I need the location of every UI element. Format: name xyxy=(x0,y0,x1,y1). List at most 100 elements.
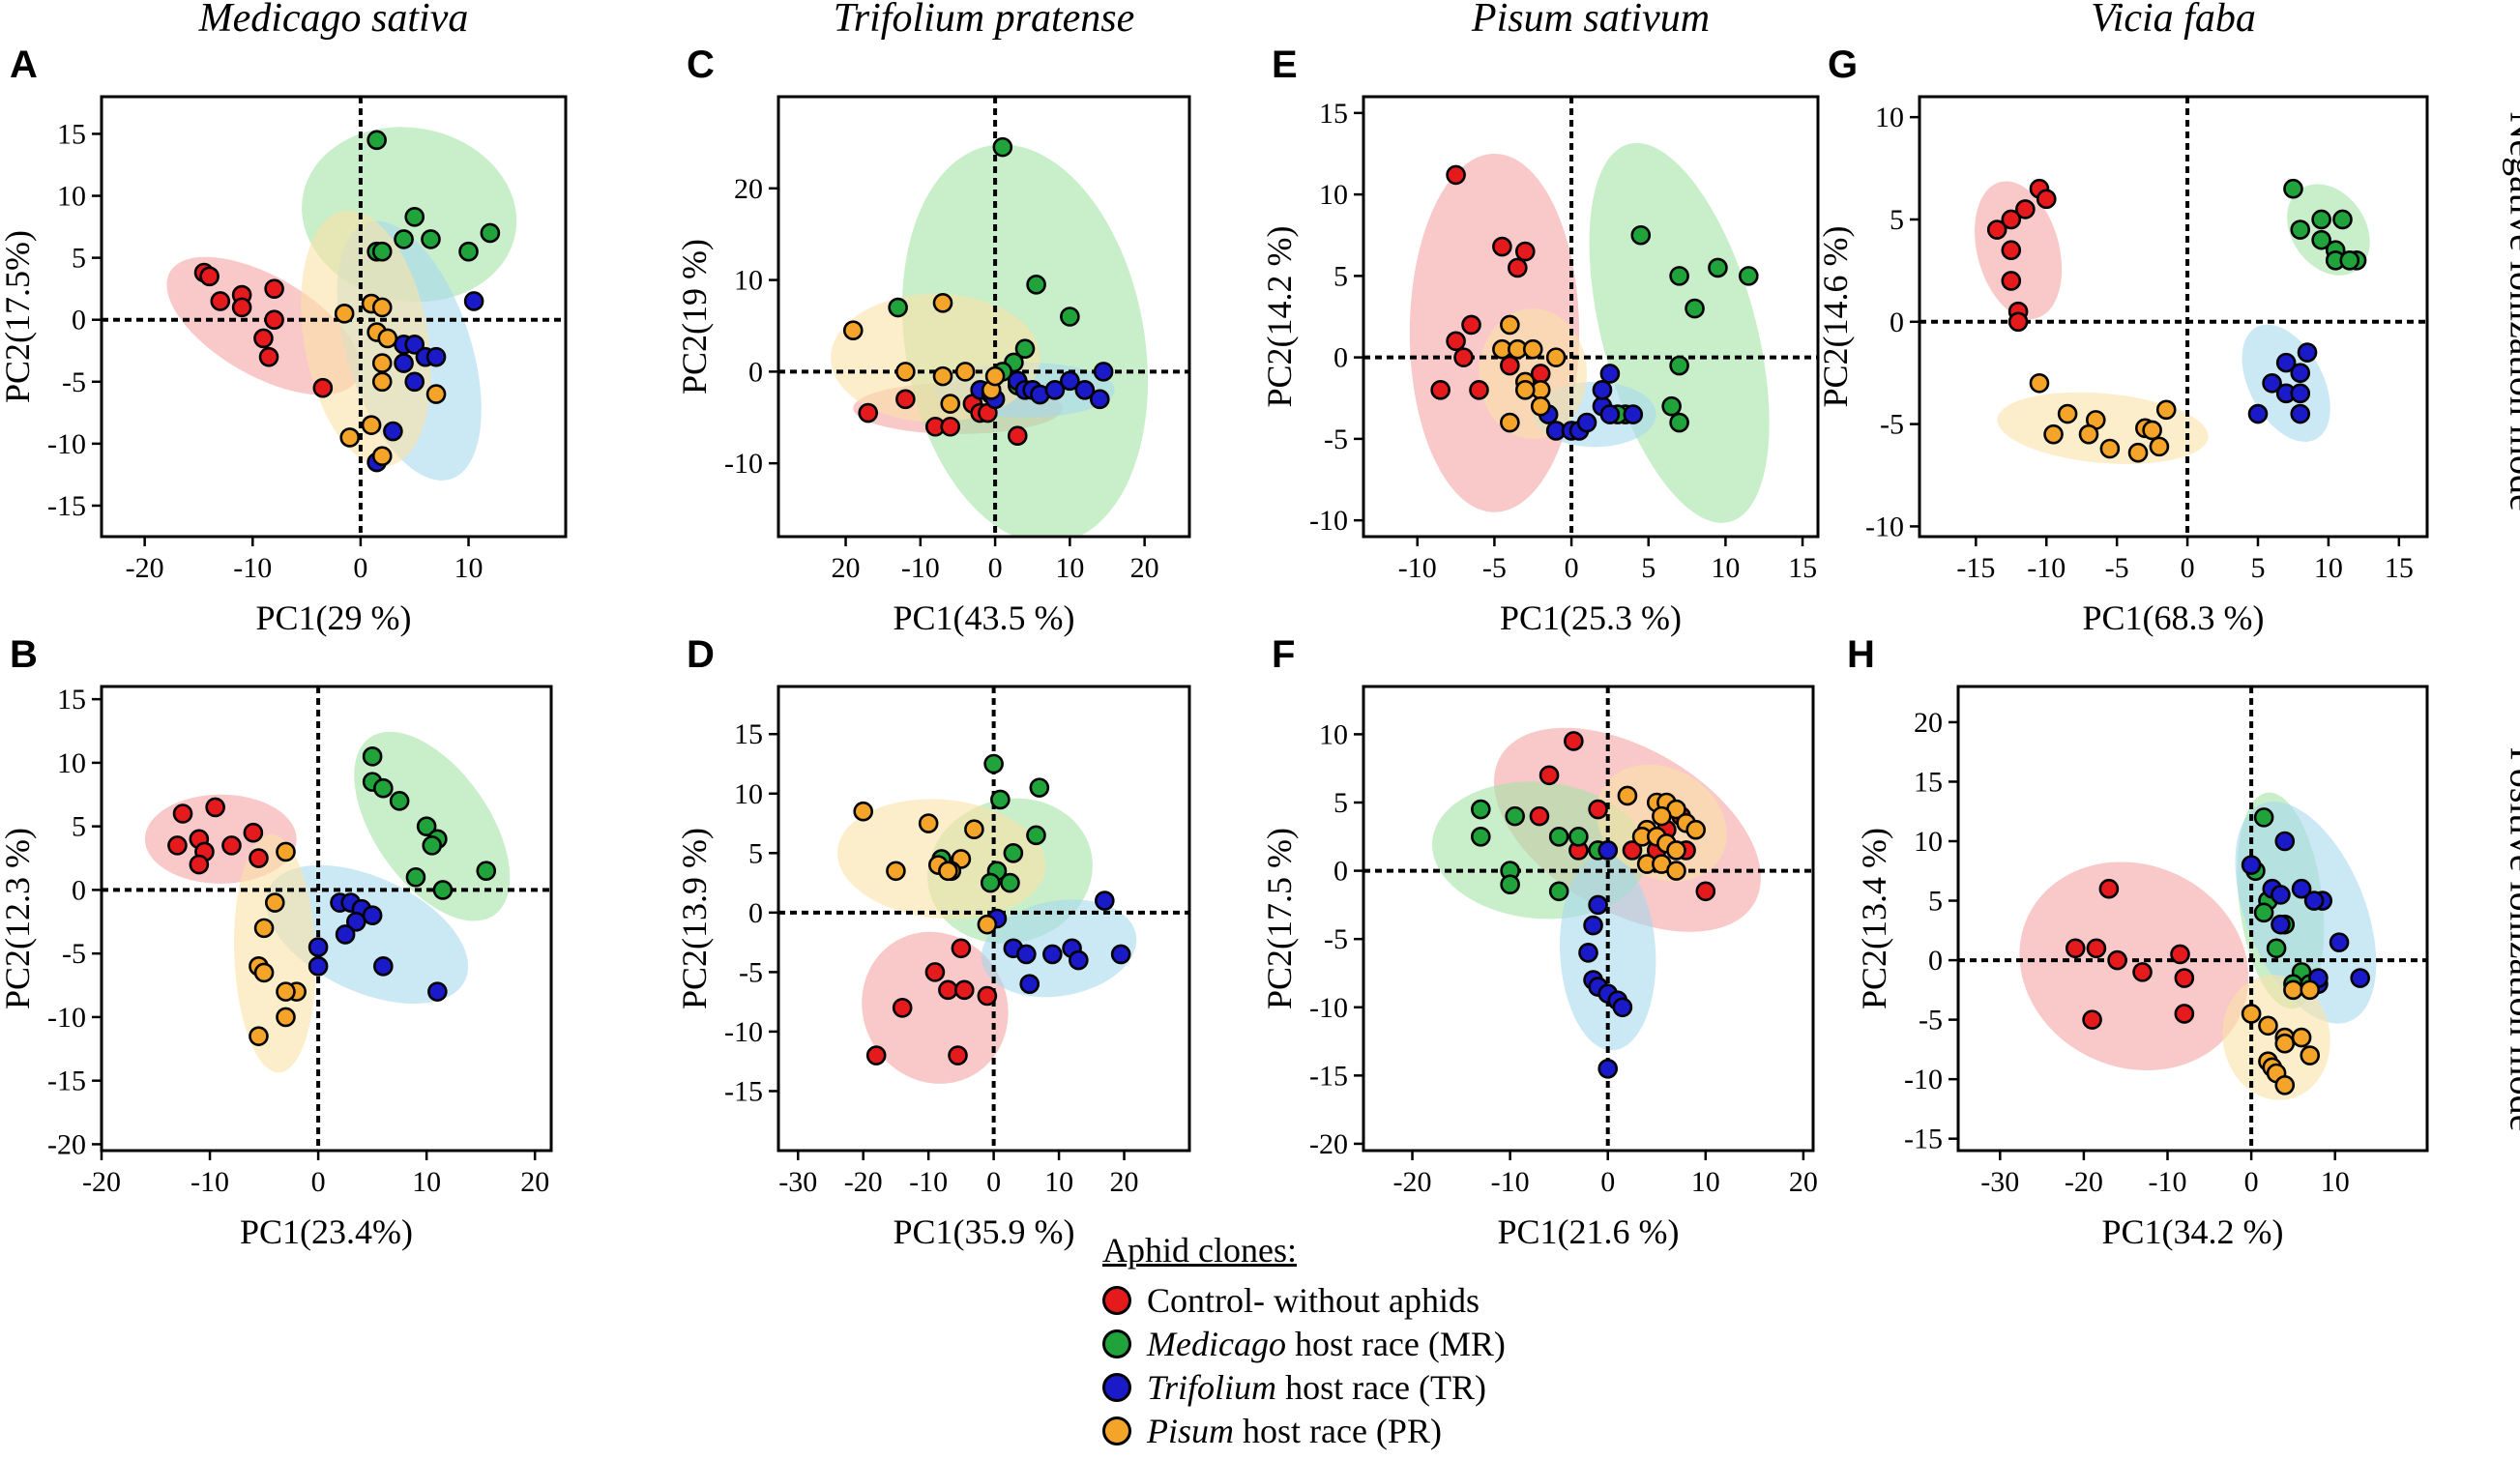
point-control xyxy=(264,309,284,331)
point-pr xyxy=(1685,819,1706,840)
point-mr xyxy=(1685,298,1705,319)
x-axis-label: PC1(43.5 %) xyxy=(894,599,1075,637)
y-tick-label: -10 xyxy=(47,1002,86,1034)
point-tr xyxy=(1599,364,1621,384)
point-pr xyxy=(886,861,906,882)
point-control xyxy=(940,416,961,437)
ellipse-pr xyxy=(301,210,431,467)
x-tick-label: -30 xyxy=(778,1166,817,1198)
point-control xyxy=(2001,240,2022,261)
x-axis-label: PC1(29 %) xyxy=(256,599,412,637)
point-mr xyxy=(476,861,497,881)
point-control xyxy=(2132,962,2153,982)
y-tick-label: 10 xyxy=(1875,102,1904,133)
x-tick-label: -5 xyxy=(2105,552,2129,584)
plot-area-d xyxy=(778,686,1189,1151)
point-pr xyxy=(276,1007,296,1028)
point-tr xyxy=(427,981,448,1002)
point-tr xyxy=(1588,894,1608,916)
point-mr xyxy=(1060,307,1080,327)
point-pr xyxy=(1500,314,1520,336)
x-tick-label: 15 xyxy=(2385,552,2414,584)
point-mr xyxy=(980,872,1001,893)
point-mr xyxy=(416,816,437,836)
point-tr xyxy=(2291,878,2312,899)
x-tick-label: -10 xyxy=(2027,552,2066,584)
point-control xyxy=(1514,241,1536,262)
point-tr xyxy=(1016,944,1037,965)
point-tr xyxy=(2275,352,2297,373)
x-tick-label: 0 xyxy=(353,552,367,584)
y-axis-label: PC2(17.5%) xyxy=(0,230,37,403)
point-pr xyxy=(938,861,958,882)
point-mr xyxy=(888,297,908,318)
x-tick-label: 0 xyxy=(1565,552,1579,584)
y-tick-label: -15 xyxy=(1309,1060,1348,1092)
point-mr xyxy=(1000,872,1020,893)
point-control xyxy=(953,979,975,1001)
point-mr xyxy=(389,791,410,811)
point-pr xyxy=(1666,861,1686,881)
y-tick-label: 5 xyxy=(72,811,86,843)
plot-frame xyxy=(100,685,553,1153)
point-control xyxy=(210,291,231,311)
point-mr xyxy=(2311,209,2331,230)
point-control xyxy=(2098,878,2120,899)
y-tick-label: -20 xyxy=(47,1128,86,1160)
point-mr xyxy=(1003,843,1024,863)
point-mr xyxy=(394,229,414,249)
point-control xyxy=(253,328,274,349)
point-pr xyxy=(1617,785,1638,806)
point-tr xyxy=(1095,891,1115,911)
point-tr xyxy=(2303,891,2325,911)
point-tr xyxy=(2350,968,2371,988)
point-control xyxy=(1500,355,1520,376)
point-control xyxy=(1469,380,1489,400)
panel-letter: E xyxy=(1272,44,1298,86)
x-tick-label: 5 xyxy=(1641,552,1656,584)
point-pr xyxy=(2274,1033,2296,1054)
plot-frame xyxy=(1918,95,2429,539)
point-pr xyxy=(2258,1015,2278,1037)
y-tick-label: 10 xyxy=(1319,718,1348,750)
y-tick-label: 15 xyxy=(734,718,763,750)
point-tr xyxy=(2290,363,2311,383)
point-pr xyxy=(2043,423,2064,445)
point-tr xyxy=(1044,380,1066,400)
point-pr xyxy=(249,1026,269,1046)
point-mr xyxy=(2311,229,2331,250)
y-tick-label: 10 xyxy=(57,181,86,213)
x-tick-label: 10 xyxy=(454,552,483,584)
point-pr xyxy=(2029,372,2050,394)
point-tr xyxy=(308,937,329,957)
x-tick-label: 10 xyxy=(2321,1166,2350,1198)
point-pr xyxy=(371,446,393,466)
point-control xyxy=(1508,257,1528,278)
point-pr xyxy=(425,384,447,404)
point-control xyxy=(2170,944,2190,965)
y-axis-label: PC2(14.6 %) xyxy=(1816,226,1855,408)
point-control xyxy=(2065,938,2086,959)
plot-frame xyxy=(100,95,568,539)
point-pr xyxy=(2155,399,2177,421)
y-tick-label: 0 xyxy=(748,897,763,929)
ellipse-mr xyxy=(1589,142,1770,523)
x-tick-label: -20 xyxy=(1393,1166,1432,1198)
panel-letter: G xyxy=(1828,44,1858,86)
legend-item-mr: Medicago host race (MR) xyxy=(1102,1322,1506,1365)
point-tr xyxy=(1576,412,1597,433)
legend-label-tr: Trifolium host race (TR) xyxy=(1147,1367,1486,1407)
point-mr xyxy=(2283,178,2303,199)
ellipse-tr xyxy=(2235,802,2377,1024)
point-mr xyxy=(1669,266,1689,286)
legend-marker-tr xyxy=(1102,1372,1131,1402)
point-pr xyxy=(2291,1027,2312,1048)
point-control xyxy=(2007,311,2029,333)
point-tr xyxy=(425,346,447,367)
y-tick-label: 5 xyxy=(1333,787,1348,819)
y-tick-label: -10 xyxy=(1865,511,1904,542)
x-tick-label: -30 xyxy=(1980,1166,2019,1198)
x-tick-label: -10 xyxy=(2149,1166,2187,1198)
point-tr xyxy=(1583,915,1603,936)
point-pr xyxy=(984,365,1006,387)
